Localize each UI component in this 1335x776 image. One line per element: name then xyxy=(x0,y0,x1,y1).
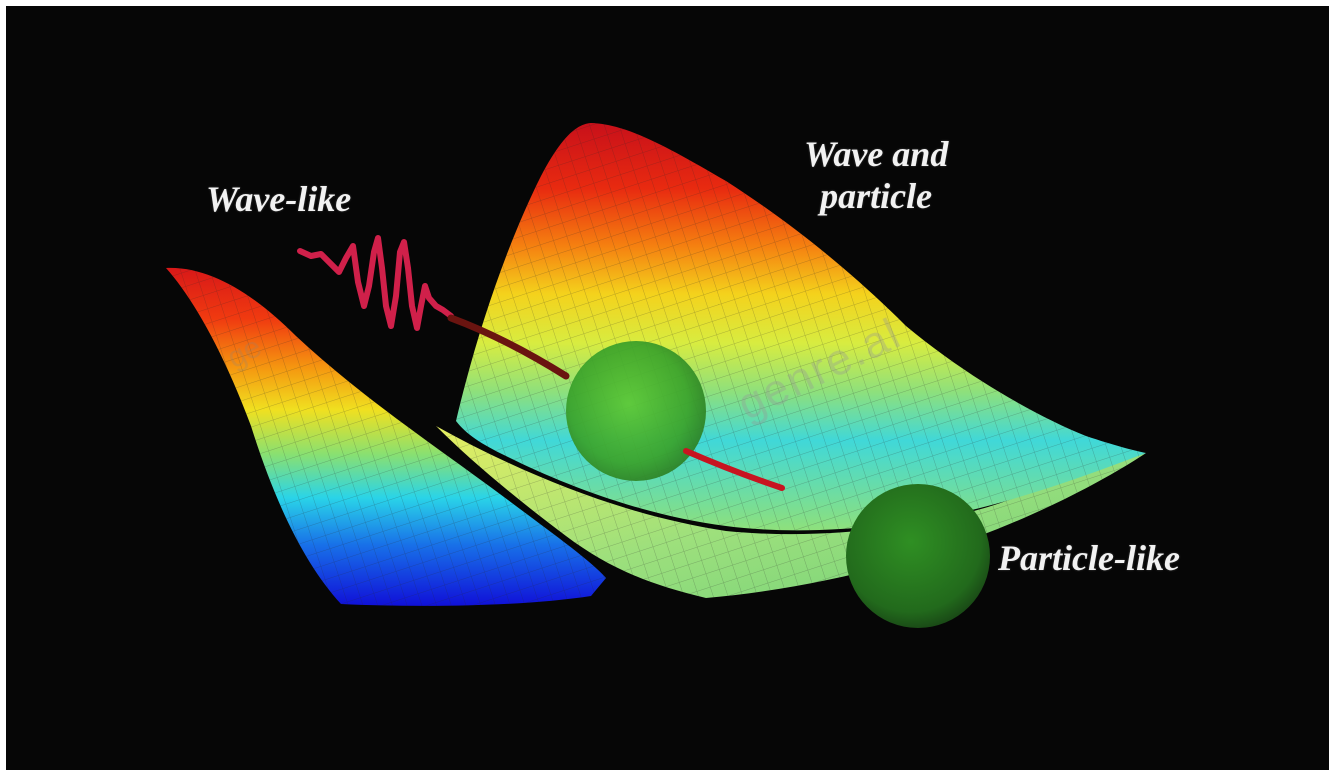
wave-particle-duality-figure: ge genre.al Wave-like Wave and particle … xyxy=(6,6,1329,770)
surface-illustration xyxy=(166,123,1146,628)
wave-to-particle-line xyxy=(447,314,570,380)
particle-like-label: Particle-like xyxy=(998,538,1180,578)
wave-and-line: Wave and xyxy=(804,134,949,174)
particle-like-ball xyxy=(846,484,990,628)
particle-line: particle xyxy=(820,176,933,216)
particle-exit-line xyxy=(683,448,785,491)
embedded-particle xyxy=(566,341,706,481)
wave-squiggle xyxy=(297,235,454,331)
wave-like-label: Wave-like xyxy=(206,179,352,219)
wave-and-particle-label: Wave and particle xyxy=(804,133,948,217)
